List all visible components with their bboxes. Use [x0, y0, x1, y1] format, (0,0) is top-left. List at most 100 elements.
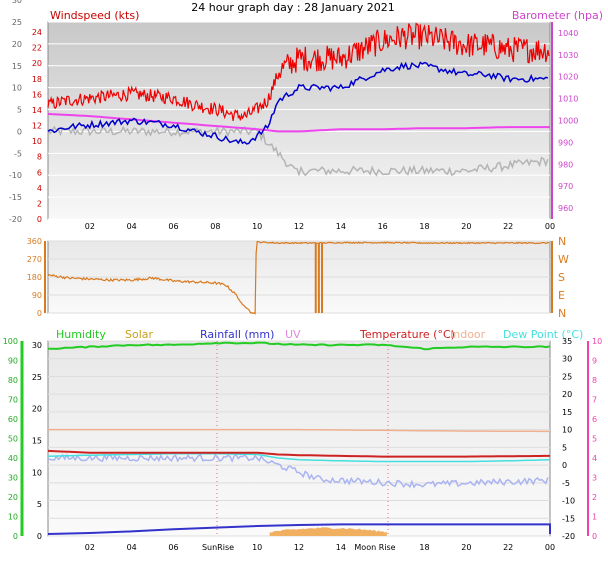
tick-label: 16 — [32, 90, 42, 99]
tick-label: 100 — [3, 337, 18, 346]
tick-label: 180 — [27, 273, 42, 282]
tick-label: 0 — [37, 532, 42, 541]
tick-label: 90 — [32, 291, 42, 300]
tick-label: 10 — [592, 337, 602, 346]
series-dew-point — [47, 452, 551, 463]
tick-label: 10 — [12, 84, 22, 93]
tick-label: 10 — [8, 513, 18, 522]
tick-label: 12 — [32, 122, 42, 131]
panel3-x-ticks: 02 04 06 10 12 14 18 20 22 00 — [85, 543, 555, 552]
tick-label: 70 — [8, 396, 18, 405]
tick-label: 5 — [37, 500, 42, 509]
tick-label: 3 — [592, 474, 597, 483]
tick-label: 25 — [562, 372, 572, 381]
tick-label: 14 — [32, 106, 42, 115]
tick-label: 6 — [37, 168, 42, 177]
tick-label: 22 — [32, 44, 42, 53]
tick-label: 20 — [32, 59, 42, 68]
series-grey-line — [47, 125, 549, 177]
barometer-label: Barometer (hpa) — [512, 9, 603, 22]
series-solar — [269, 527, 387, 536]
tick-label: 1030 — [558, 51, 578, 60]
tick-label: 20 — [12, 40, 22, 49]
tick-label: 15 — [32, 437, 42, 446]
tick-label: -15 — [9, 193, 22, 202]
tick-label: 7 — [592, 396, 597, 405]
tick-label: -5 — [14, 149, 22, 158]
tick-label: 25 — [32, 373, 42, 382]
tick-label: -10 — [9, 171, 22, 180]
tick-label: 50 — [8, 435, 18, 444]
x-tick-label: 00 — [545, 222, 555, 231]
tick-label: 9 — [592, 357, 597, 366]
series-rainfall — [47, 523, 551, 535]
tick-label: 30 — [12, 0, 22, 5]
tick-label: 0 — [37, 215, 42, 224]
tick-label: 960 — [558, 204, 573, 213]
panel1-x-ticks: 02 04 06 08 10 12 14 16 18 20 22 00 — [85, 222, 555, 231]
tick-label: -5 — [562, 479, 570, 488]
tick-label: N — [558, 235, 566, 248]
tick-label: 4 — [37, 184, 42, 193]
tick-label: 80 — [8, 376, 18, 385]
tick-label: 15 — [12, 62, 22, 71]
tick-label: -20 — [9, 215, 22, 224]
tick-label: N — [558, 307, 566, 320]
x-tick-label: 08 — [210, 222, 220, 231]
tick-label: 15 — [562, 408, 572, 417]
tick-label: 1 — [592, 513, 597, 522]
tick-label: 25 — [12, 18, 22, 27]
tick-label: 35 — [562, 337, 572, 346]
series-wind-direction — [47, 240, 550, 315]
tick-label: 970 — [558, 182, 573, 191]
x-tick-label: 14 — [336, 543, 346, 552]
tick-label: 1040 — [558, 29, 578, 38]
panel3-left-ticks-inner: 30 25 20 15 10 5 0 — [32, 341, 42, 541]
panel1-grid — [48, 21, 550, 220]
x-tick-label: 12 — [294, 543, 304, 552]
series-average-wind — [47, 61, 549, 145]
x-tick-label: 18 — [419, 543, 429, 552]
tick-label: 8 — [592, 376, 597, 385]
tick-label: 60 — [8, 415, 18, 424]
x-tick-label: 02 — [85, 543, 95, 552]
tick-label: -10 — [562, 497, 575, 506]
chart-title: 24 hour graph day : 28 January 2021 — [191, 1, 395, 14]
tick-label: 1010 — [558, 95, 578, 104]
panel3-right-ticks-inner: 35 30 25 20 15 10 5 0 -5 -10 -15 -20 — [562, 337, 575, 541]
series-humidity — [48, 341, 551, 351]
tick-label: 1020 — [558, 73, 578, 82]
x-tick-label: 10 — [252, 543, 262, 552]
tick-label: 30 — [562, 355, 572, 364]
tick-label: 20 — [32, 405, 42, 414]
tick-label: 4 — [592, 454, 597, 463]
tick-label: 0 — [37, 309, 42, 318]
tick-label: 5 — [17, 106, 22, 115]
tick-label: S — [558, 271, 565, 284]
tick-label: 10 — [32, 468, 42, 477]
panel2-series — [47, 240, 550, 315]
tick-label: -15 — [562, 514, 575, 523]
x-tick-label: 22 — [503, 222, 513, 231]
tick-label: 270 — [27, 255, 42, 264]
panel3-grid — [48, 340, 550, 537]
tick-label: E — [558, 289, 565, 302]
x-tick-label: 10 — [252, 222, 262, 231]
tick-label: 30 — [32, 341, 42, 350]
x-tick-label: 06 — [168, 222, 178, 231]
x-tick-label: 04 — [127, 222, 137, 231]
tick-label: 30 — [8, 474, 18, 483]
tick-label: 2 — [37, 199, 42, 208]
tick-label: 10 — [32, 137, 42, 146]
legend-entry: UV — [285, 328, 301, 341]
panel-temperature — [47, 340, 551, 537]
tick-label: 8 — [37, 153, 42, 162]
tick-label: 6 — [592, 415, 597, 424]
panel1-left-ticks-outer: 30 25 20 15 10 5 0 -5 -10 -15 -20 — [9, 0, 22, 224]
x-tick-label: 18 — [419, 222, 429, 231]
series-windspeed — [47, 22, 550, 121]
tick-label: 0 — [13, 532, 18, 541]
